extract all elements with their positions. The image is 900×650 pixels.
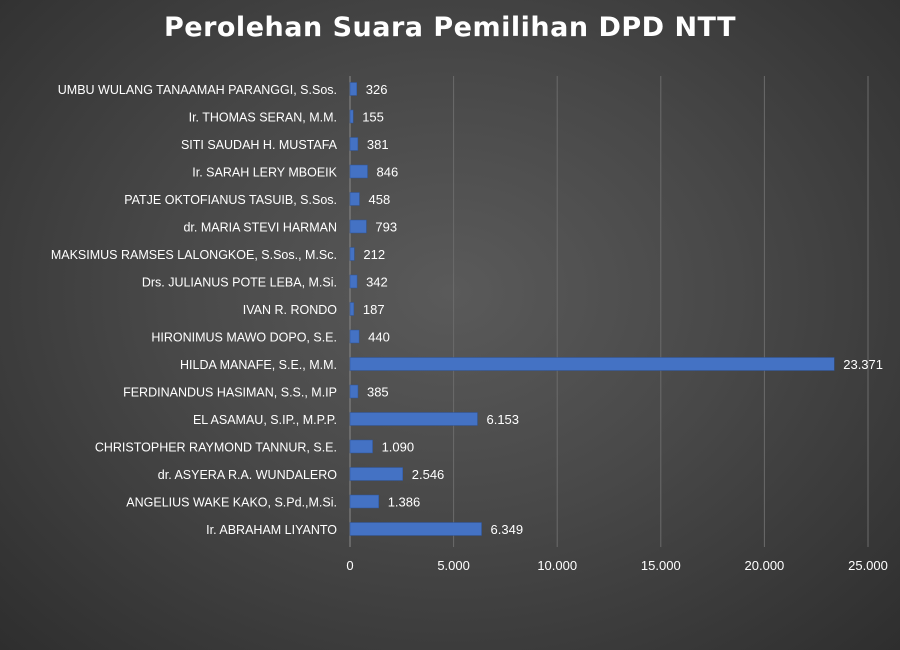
x-tick-label: 15.000 — [641, 558, 681, 573]
bar — [349, 82, 358, 96]
data-label: 155 — [362, 110, 384, 125]
category-label: SITI SAUDAH H. MUSTAFA — [181, 138, 338, 152]
bar — [349, 302, 355, 316]
category-label: Ir. THOMAS SERAN, M.M. — [189, 111, 337, 125]
category-label: Drs. JULIANUS POTE LEBA, M.Si. — [142, 276, 337, 290]
bar — [349, 522, 482, 536]
bar — [349, 137, 359, 151]
x-tick-label: 5.000 — [437, 558, 470, 573]
chart-title: Perolehan Suara Pemilihan DPD NTT — [163, 12, 737, 43]
data-label: 212 — [363, 247, 385, 262]
bar — [349, 192, 360, 206]
data-label: 793 — [375, 220, 397, 235]
category-label: EL ASAMAU, S.IP., M.P.P. — [193, 413, 337, 427]
bar — [349, 467, 404, 481]
data-label: 458 — [368, 192, 390, 207]
x-tick-label: 25.000 — [848, 558, 888, 573]
x-tick-label: 0 — [346, 558, 353, 573]
data-label: 440 — [368, 330, 390, 345]
data-label: 23.371 — [843, 357, 883, 372]
bar — [349, 494, 379, 509]
data-label: 385 — [367, 385, 389, 400]
category-label: dr. ASYERA R.A. WUNDALERO — [158, 468, 337, 482]
data-label: 326 — [366, 82, 388, 97]
data-label: 187 — [363, 302, 385, 317]
data-label: 1.386 — [388, 495, 421, 510]
category-label: IVAN R. RONDO — [243, 303, 337, 317]
category-label: Ir. SARAH LERY MBOEIK — [192, 166, 337, 180]
category-label: HIRONIMUS MAWO DOPO, S.E. — [151, 331, 337, 345]
x-tick-label: 10.000 — [537, 558, 577, 573]
x-tick-label: 20.000 — [745, 558, 785, 573]
category-label: HILDA MANAFE, S.E., M.M. — [180, 358, 337, 372]
bar — [349, 439, 373, 454]
category-label: MAKSIMUS RAMSES LALONGKOE, S.Sos., M.Sc. — [51, 248, 337, 262]
category-label: dr. MARIA STEVI HARMAN — [183, 221, 337, 235]
bar — [349, 329, 360, 344]
bar — [349, 247, 355, 261]
bar — [349, 357, 835, 371]
category-label: Ir. ABRAHAM LIYANTO — [206, 523, 337, 537]
category-label: CHRISTOPHER RAYMOND TANNUR, S.E. — [95, 441, 337, 455]
data-label: 1.090 — [382, 440, 415, 455]
category-label: FERDINANDUS HASIMAN, S.S., M.IP — [123, 386, 337, 400]
data-label: 381 — [367, 137, 389, 152]
bar — [349, 164, 368, 179]
data-label: 846 — [377, 165, 399, 180]
bar — [349, 384, 359, 399]
bar — [349, 274, 358, 289]
bar — [349, 109, 354, 124]
data-label: 6.349 — [491, 522, 524, 537]
data-label: 342 — [366, 275, 388, 290]
category-label: PATJE OKTOFIANUS TASUIB, S.Sos. — [124, 193, 337, 207]
data-label: 6.153 — [486, 412, 519, 427]
bar — [349, 412, 478, 426]
bar — [349, 219, 367, 234]
category-label: UMBU WULANG TANAAMAH PARANGGI, S.Sos. — [58, 83, 337, 97]
data-label: 2.546 — [412, 467, 445, 482]
category-label: ANGELIUS WAKE KAKO, S.Pd.,M.Si. — [126, 496, 337, 510]
